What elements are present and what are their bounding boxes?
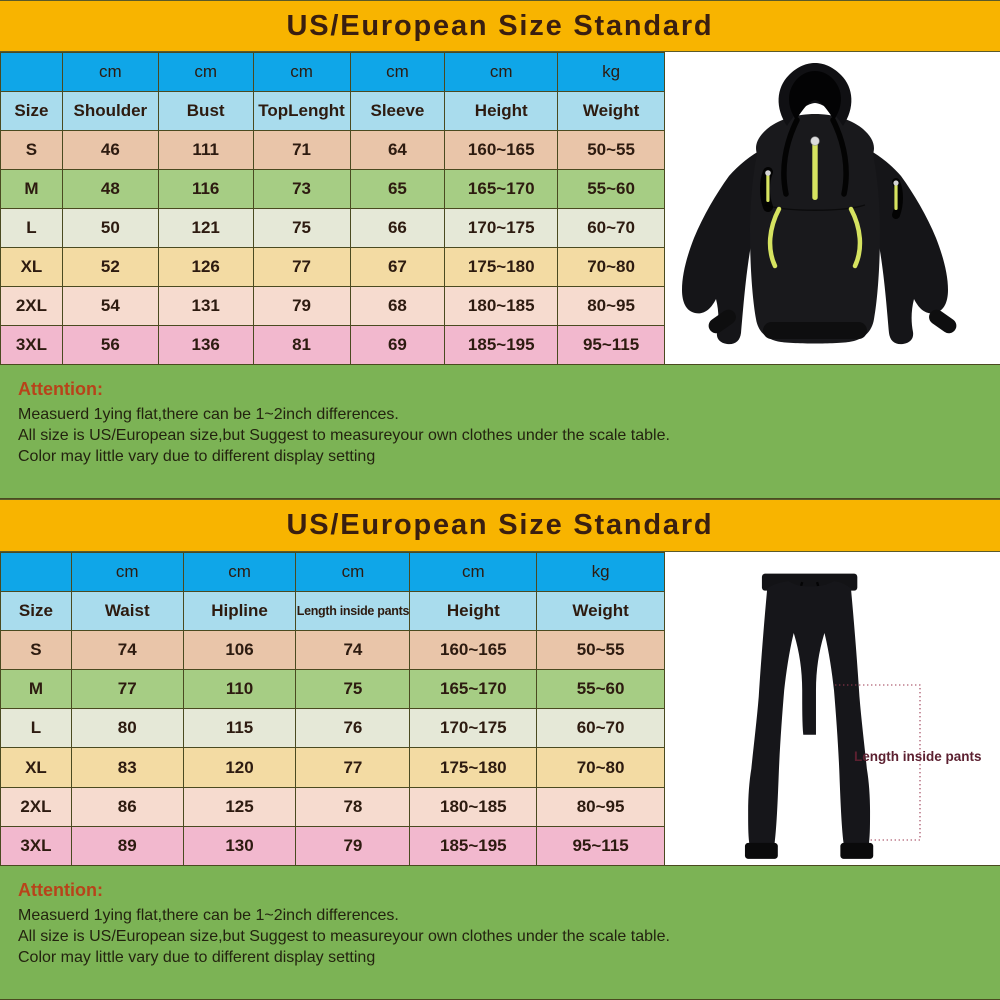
svg-text:Length inside pants: Length inside pants xyxy=(854,749,982,764)
